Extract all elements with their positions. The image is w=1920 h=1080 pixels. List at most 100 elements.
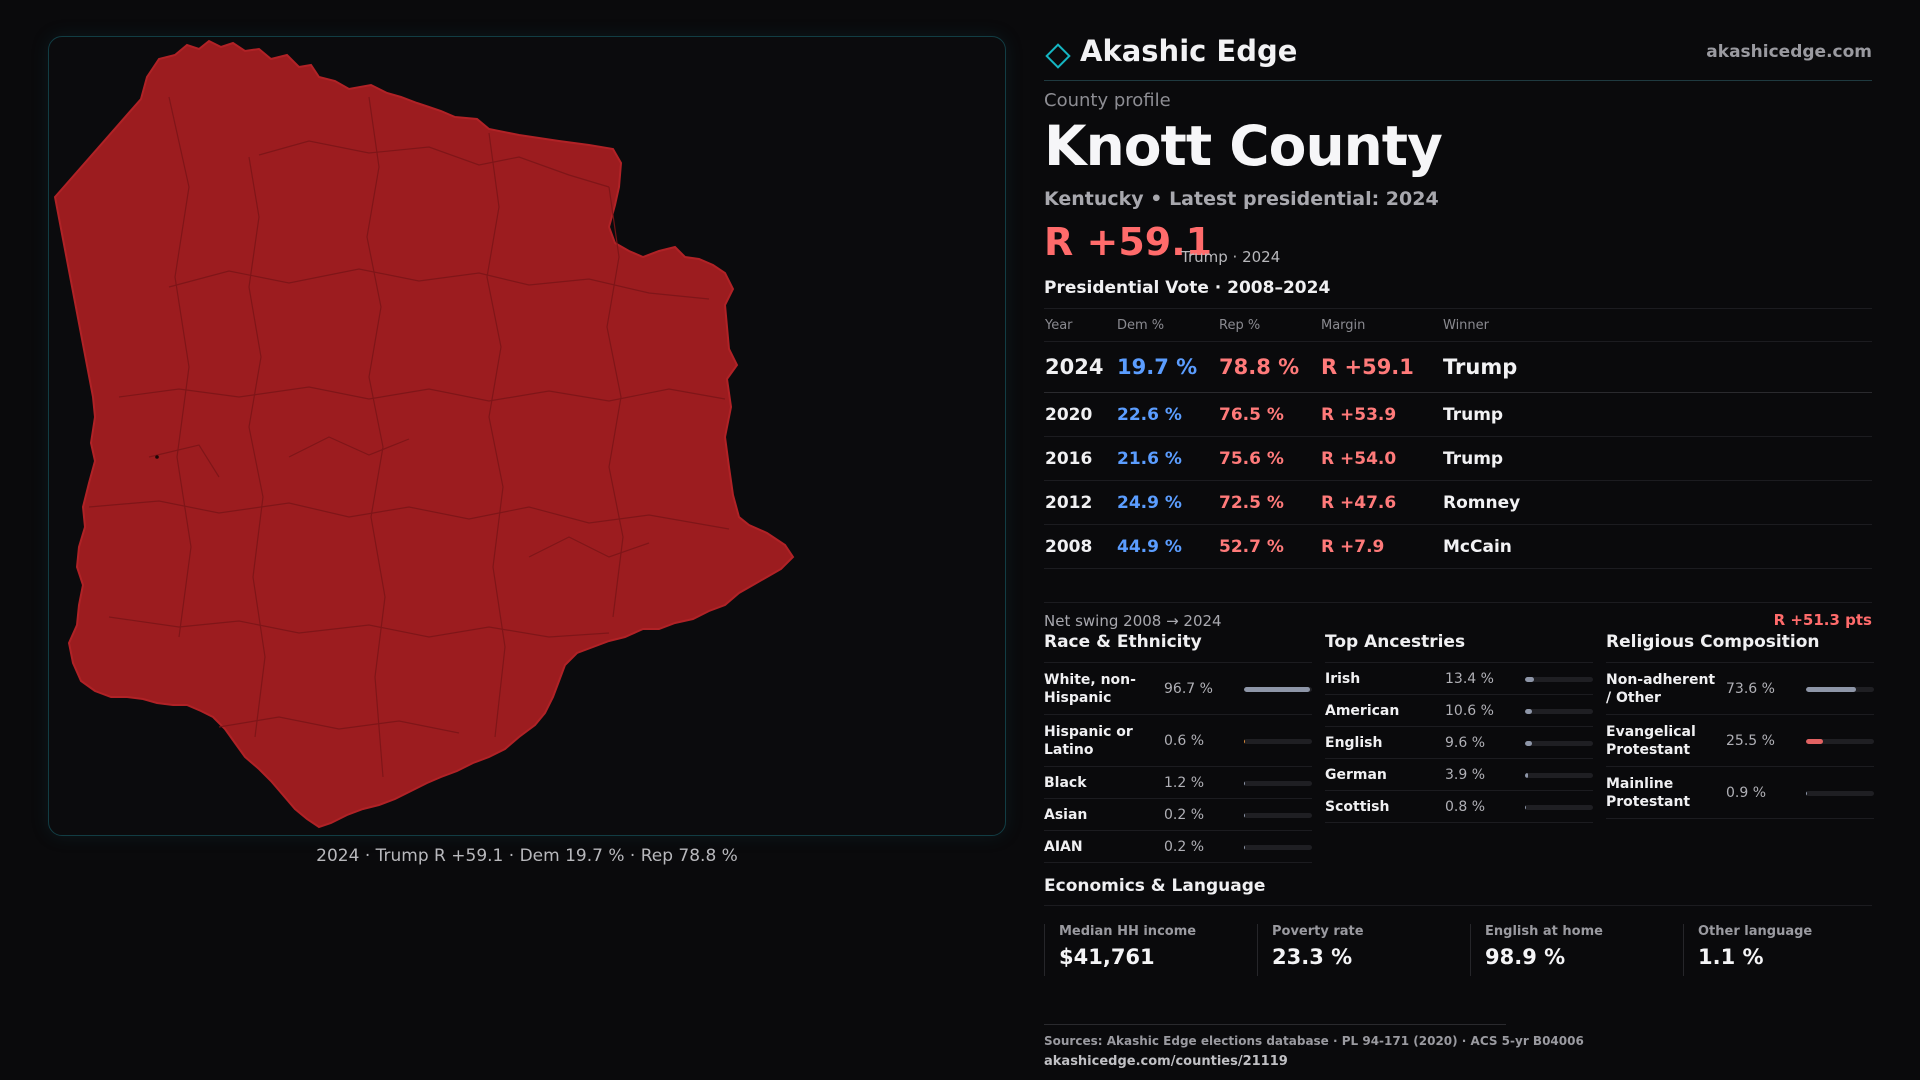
- table-row[interactable]: 2020 22.6 % 76.5 % R +53.9 Trump: [1044, 392, 1872, 437]
- race-bar-fill: [1244, 812, 1246, 818]
- race-bar-fill: [1244, 780, 1246, 786]
- ancestry-value: 13.4 %: [1445, 670, 1494, 687]
- rep-cell: 76.5 %: [1218, 392, 1320, 437]
- year-cell: 2012: [1044, 480, 1116, 525]
- ancestry-row: Scottish 0.8 %: [1325, 791, 1593, 823]
- religion-value: 25.5 %: [1726, 732, 1775, 749]
- religion-row: Mainline Protestant 0.9 %: [1606, 767, 1874, 819]
- col-header-year: Year: [1044, 308, 1116, 342]
- winner-cell: McCain: [1442, 524, 1872, 569]
- ancestry-label: Irish: [1325, 670, 1361, 687]
- ancestry-bar-track: [1525, 804, 1593, 810]
- sources-url-link[interactable]: akashicedge.com/counties/21119: [1044, 1054, 1288, 1069]
- ancestry-bar-fill: [1525, 708, 1533, 714]
- religion-label: Mainline Protestant: [1606, 775, 1691, 810]
- race-bar-track: [1244, 812, 1312, 818]
- brand-name: Akashic Edge: [1080, 34, 1298, 68]
- headline-margin-note: Trump · 2024: [1181, 248, 1281, 266]
- page-eyebrow: County profile: [1044, 90, 1171, 111]
- religion-row: Evangelical Protestant 25.5 %: [1606, 715, 1874, 767]
- rep-cell: 52.7 %: [1218, 524, 1320, 569]
- ancestry-label: Scottish: [1325, 798, 1390, 815]
- econ-stat-label: English at home: [1485, 924, 1603, 939]
- table-row[interactable]: 2024 19.7 % 78.8 % R +59.1 Trump: [1044, 341, 1872, 393]
- econ-stat-value: 23.3 %: [1272, 945, 1353, 969]
- religion-value: 0.9 %: [1726, 784, 1767, 801]
- county-map[interactable]: [49, 37, 1007, 837]
- year-cell: 2008: [1044, 524, 1116, 569]
- race-bar-fill: [1244, 686, 1310, 692]
- religious-composition-section: Religious Composition Non-adherent / Oth…: [1606, 632, 1874, 819]
- margin-cell: R +47.6: [1320, 480, 1442, 525]
- margin-cell: R +59.1: [1320, 341, 1442, 393]
- ancestry-bar-fill: [1525, 772, 1528, 778]
- col-header-dem: Dem %: [1116, 308, 1218, 342]
- year-cell: 2024: [1044, 341, 1116, 393]
- ancestry-value: 10.6 %: [1445, 702, 1494, 719]
- race-bar-fill: [1244, 844, 1246, 850]
- econ-stat-value: $41,761: [1059, 945, 1155, 969]
- econ-stat-median-income: Median HH income $41,761: [1044, 924, 1257, 976]
- divider: [1044, 905, 1872, 906]
- top-ancestries-section: Top Ancestries Irish 13.4 % American 10.6 %…: [1325, 632, 1593, 823]
- rep-cell: 75.6 %: [1218, 436, 1320, 481]
- knott-county-shape[interactable]: [53, 39, 795, 829]
- table-row[interactable]: 2012 24.9 % 72.5 % R +47.6 Romney: [1044, 480, 1872, 525]
- economics-language-title: Economics & Language: [1044, 876, 1266, 896]
- race-value: 0.2 %: [1164, 806, 1205, 823]
- religion-value: 73.6 %: [1726, 680, 1775, 697]
- ancestry-label: American: [1325, 702, 1400, 719]
- ancestry-value: 9.6 %: [1445, 734, 1486, 751]
- rep-cell: 72.5 %: [1218, 480, 1320, 525]
- ancestry-bar-track: [1525, 708, 1593, 714]
- brand-url-link[interactable]: akashicedge.com: [1706, 42, 1872, 62]
- ancestry-row: English 9.6 %: [1325, 727, 1593, 759]
- table-row[interactable]: 2016 21.6 % 75.6 % R +54.0 Trump: [1044, 436, 1872, 481]
- race-value: 0.6 %: [1164, 732, 1205, 749]
- table-header-row: Year Dem % Rep % Margin Winner: [1044, 308, 1872, 342]
- winner-cell: Trump: [1442, 436, 1872, 481]
- ancestry-label: English: [1325, 734, 1383, 751]
- map-dot: [155, 455, 159, 459]
- margin-cell: R +53.9: [1320, 392, 1442, 437]
- race-row: Black 1.2 %: [1044, 767, 1312, 799]
- ancestry-bar-track: [1525, 740, 1593, 746]
- col-header-winner: Winner: [1442, 308, 1872, 342]
- year-cell: 2016: [1044, 436, 1116, 481]
- race-value: 0.2 %: [1164, 838, 1205, 855]
- dem-cell: 19.7 %: [1116, 341, 1218, 393]
- presidential-vote-title: Presidential Vote · 2008–2024: [1044, 278, 1331, 298]
- race-row: AIAN 0.2 %: [1044, 831, 1312, 863]
- winner-cell: Trump: [1442, 392, 1872, 437]
- brand-header: Akashic Edge akashicedge.com: [1044, 30, 1872, 81]
- dem-cell: 21.6 %: [1116, 436, 1218, 481]
- col-header-margin: Margin: [1320, 308, 1442, 342]
- race-bar-track: [1244, 686, 1312, 692]
- rep-cell: 78.8 %: [1218, 341, 1320, 393]
- ancestry-row: German 3.9 %: [1325, 759, 1593, 791]
- religion-label: Non-adherent / Other: [1606, 671, 1716, 706]
- map-caption: 2024 · Trump R +59.1 · Dem 19.7 % · Rep …: [316, 846, 738, 866]
- ancestry-bar-fill: [1525, 804, 1527, 810]
- econ-stat-value: 98.9 %: [1485, 945, 1566, 969]
- net-swing-row: Net swing 2008 → 2024 R +51.3 pts: [1044, 602, 1872, 630]
- precinct-boundaries: [88, 96, 730, 778]
- race-ethnicity-title: Race & Ethnicity: [1044, 632, 1312, 663]
- race-row: Hispanic or Latino 0.6 %: [1044, 715, 1312, 767]
- race-value: 1.2 %: [1164, 774, 1205, 791]
- religion-bar-fill: [1806, 738, 1824, 744]
- winner-cell: Trump: [1442, 341, 1872, 393]
- county-map-panel[interactable]: [48, 36, 1006, 836]
- divider: [1044, 1024, 1506, 1025]
- econ-stat-label: Poverty rate: [1272, 924, 1364, 939]
- race-label: Asian: [1044, 806, 1088, 823]
- religious-composition-title: Religious Composition: [1606, 632, 1874, 663]
- top-ancestries-title: Top Ancestries: [1325, 632, 1593, 663]
- margin-cell: R +54.0: [1320, 436, 1442, 481]
- religion-label: Evangelical Protestant: [1606, 723, 1696, 758]
- race-label: Black: [1044, 774, 1087, 791]
- ancestry-bar-fill: [1525, 740, 1532, 746]
- dem-cell: 22.6 %: [1116, 392, 1218, 437]
- table-row[interactable]: 2008 44.9 % 52.7 % R +7.9 McCain: [1044, 524, 1872, 569]
- ancestry-value: 3.9 %: [1445, 766, 1486, 783]
